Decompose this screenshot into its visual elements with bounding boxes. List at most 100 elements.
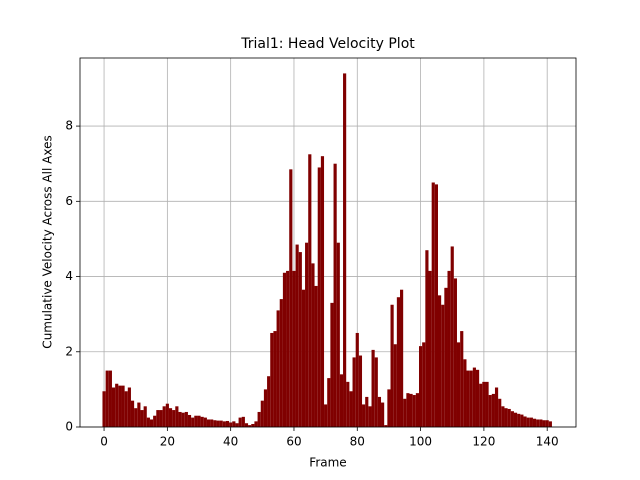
y-tick-label: 6 [65, 194, 73, 208]
x-tick-label: 80 [350, 435, 365, 449]
bar [232, 421, 236, 427]
bar [270, 332, 274, 427]
bar [105, 370, 109, 427]
bar [425, 250, 429, 427]
bar [276, 310, 280, 427]
bar [352, 357, 356, 427]
bar [482, 381, 486, 427]
bar [263, 389, 268, 427]
bar [431, 182, 435, 427]
y-axis-label: Cumulative Velocity Across All Axes [41, 135, 55, 348]
bar [121, 385, 125, 427]
bar [536, 419, 540, 427]
bar [463, 359, 467, 427]
bar [273, 331, 277, 427]
bar [146, 417, 150, 427]
bar [149, 419, 154, 427]
bar [235, 423, 239, 427]
bar [159, 410, 163, 427]
bar [358, 355, 363, 427]
bar [210, 419, 214, 427]
bar [115, 383, 119, 427]
bar [203, 417, 207, 427]
bar [447, 270, 451, 427]
bar [244, 423, 249, 427]
bar [450, 246, 454, 427]
bar [371, 349, 375, 427]
bar [381, 402, 385, 427]
bar [320, 156, 325, 427]
x-tick-label: 60 [286, 435, 301, 449]
bar [184, 411, 188, 427]
bar [532, 418, 537, 427]
bar [175, 406, 179, 427]
bar [346, 381, 350, 427]
bar [206, 419, 211, 427]
bar [153, 415, 157, 427]
bar [529, 417, 533, 427]
bar [336, 242, 340, 427]
y-tick-label: 0 [65, 420, 73, 434]
bar [187, 414, 192, 427]
bar [494, 387, 499, 427]
bar [510, 411, 514, 427]
bar [441, 304, 445, 427]
bar [241, 416, 245, 427]
bar [137, 402, 141, 427]
bar [469, 370, 473, 427]
bar [526, 417, 530, 427]
bar [513, 412, 518, 427]
bar [362, 404, 366, 427]
bar [200, 416, 204, 427]
bar [251, 423, 255, 427]
bar [118, 385, 122, 427]
bar [412, 395, 416, 427]
bar [143, 406, 147, 427]
bar [333, 163, 337, 427]
bar [374, 357, 378, 427]
bar [102, 391, 106, 427]
x-tick-label: 140 [536, 435, 559, 449]
bar [295, 244, 299, 427]
bar [384, 425, 388, 427]
bar [225, 420, 230, 427]
bar [415, 393, 420, 427]
bar [254, 421, 258, 427]
x-tick-label: 20 [160, 435, 175, 449]
bar [308, 154, 312, 427]
bar [466, 370, 470, 427]
bar [472, 367, 476, 427]
bar [282, 272, 287, 427]
bar [197, 415, 201, 427]
y-tick-label: 2 [65, 344, 73, 358]
bar [178, 411, 182, 427]
bar [165, 403, 169, 427]
bar [460, 331, 464, 427]
bar [504, 408, 508, 427]
bar [403, 398, 407, 427]
bar [216, 420, 220, 427]
bar [434, 184, 438, 427]
bar [491, 393, 495, 427]
bar [134, 408, 138, 427]
bar [317, 167, 321, 427]
bar [390, 304, 394, 427]
bar [349, 391, 353, 427]
bar [292, 270, 296, 427]
bar [479, 383, 483, 427]
bar [219, 420, 223, 427]
bar [222, 421, 226, 427]
bar [539, 419, 543, 427]
bar [498, 398, 502, 427]
x-tick-label: 0 [100, 435, 108, 449]
bar [238, 417, 242, 427]
bar [396, 297, 401, 427]
bar [314, 285, 318, 427]
bar [343, 73, 347, 427]
x-axis-label: Frame [309, 456, 346, 470]
bar [111, 387, 116, 427]
bar [548, 421, 552, 427]
bar [289, 169, 293, 427]
bar [140, 410, 144, 427]
